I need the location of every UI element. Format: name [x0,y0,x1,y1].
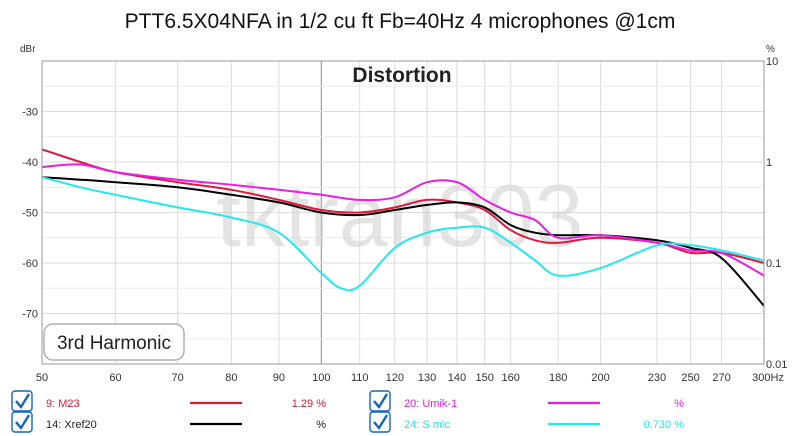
x-tick-label: 250 [681,372,699,384]
y-tick-label-right: 10 [766,56,778,68]
plot-frame [41,60,765,365]
x-tick-label: 110 [351,372,369,384]
legend-value: % [316,419,326,431]
x-tick-label: 120 [386,372,404,384]
harmonic-label-box [43,323,185,361]
chart-title: PTT6.5X04NFA in 1/2 cu ft Fb=40Hz 4 micr… [125,10,676,33]
x-tick-label: 130 [418,372,436,384]
axes: 50 60 70 80 90 100 110 120 130 140 150 160 180 200 230… [22,56,787,384]
x-tick-label: 230 [648,372,666,384]
series-layer [41,148,765,307]
y-tick-label-right: 0.01 [766,359,787,371]
x-tick-label: 80 [225,372,237,384]
legend-item-20-umik-1[interactable]: 20: Umik-1% [369,390,684,412]
x-tick-label: 300Hz [752,372,784,384]
x-tick-label: 140 [448,372,466,384]
series-line-24-s-mic [41,176,765,292]
legend-item-24-s-mic[interactable]: 24: S mic 0.730 % [369,411,685,433]
checkmark-icon [15,414,31,431]
checkmark-icon [373,393,389,410]
y-tick-label-left: -40 [22,157,38,169]
x-tick-label: 60 [109,372,121,384]
checkmark-icon [15,393,31,410]
x-tick-label: 50 [36,372,48,384]
series-line-14-xref20 [41,176,765,307]
y-axis-label-left: dBr [20,44,36,55]
y-tick-label-left: -60 [22,258,38,270]
legend-value: 1.29 % [292,398,326,410]
checkmark-icon [373,414,389,431]
legend: 9: M23 1.29 %14: Xref20 %20: Umik-1 %24: S … [11,390,685,433]
watermark: tktran303 [217,166,584,265]
x-tick-label: 70 [171,372,183,384]
legend-value: % [674,398,684,410]
x-tick-label: 150 [476,372,494,384]
distortion-annotation: Distortion [352,64,451,87]
grid [41,61,765,364]
x-tick-label: 100 [312,372,330,384]
x-tick-label: 200 [591,372,609,384]
x-tick-label: 90 [273,372,285,384]
legend-label: 9: M23 [46,398,80,410]
x-tick-label: 180 [549,372,567,384]
legend-label: 24: S mic [404,419,450,431]
y-tick-label-left: -30 [22,107,38,119]
legend-value: 0.730 % [644,419,685,431]
y-tick-label-left: -70 [22,309,38,321]
legend-label: 14: Xref20 [46,419,97,431]
y-tick-label-right: 0.1 [766,258,781,270]
x-tick-label: 270 [712,372,730,384]
y-tick-label-right: 1 [766,157,772,169]
legend-label: 20: Umik-1 [404,398,457,410]
x-tick-label: 160 [502,372,520,384]
legend-item-14-xref20[interactable]: 14: Xref20% [11,411,326,433]
harmonic-label: 3rd Harmonic [57,333,171,354]
series-line-20-umik-1 [41,163,765,277]
y-tick-label-left: -50 [22,208,38,220]
y-axis-label-right: % [766,44,775,55]
legend-item-9-m23[interactable]: 9: M23 1.29 % [11,390,326,412]
